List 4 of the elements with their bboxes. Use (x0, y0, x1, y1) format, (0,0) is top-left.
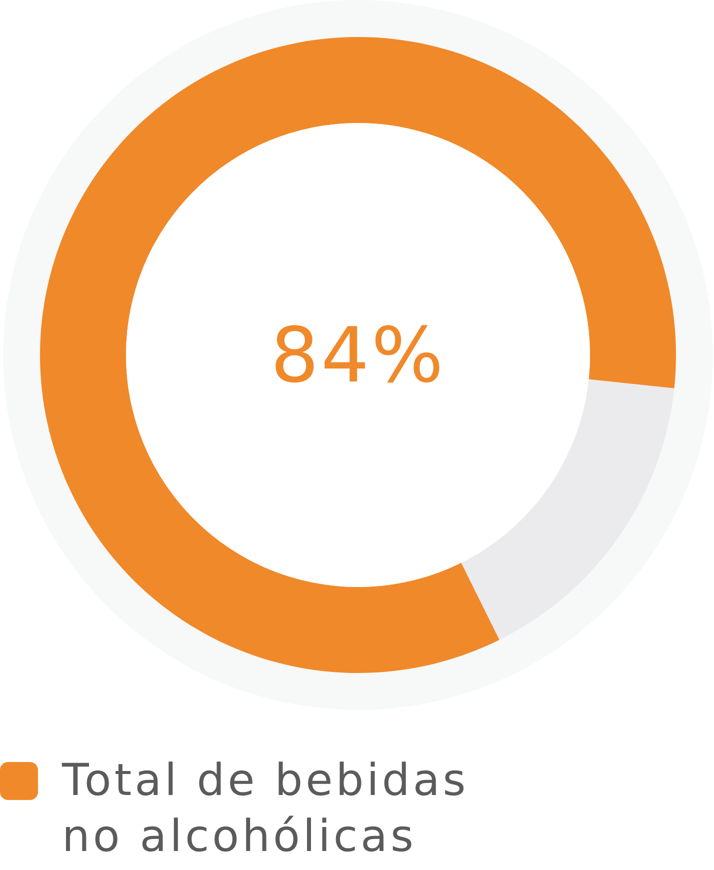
donut-slice (461, 379, 674, 640)
legend-label: Total de bebidas no alcohólicas (61, 755, 469, 862)
data-label: 84% (270, 310, 446, 400)
donut-slice (40, 37, 676, 673)
